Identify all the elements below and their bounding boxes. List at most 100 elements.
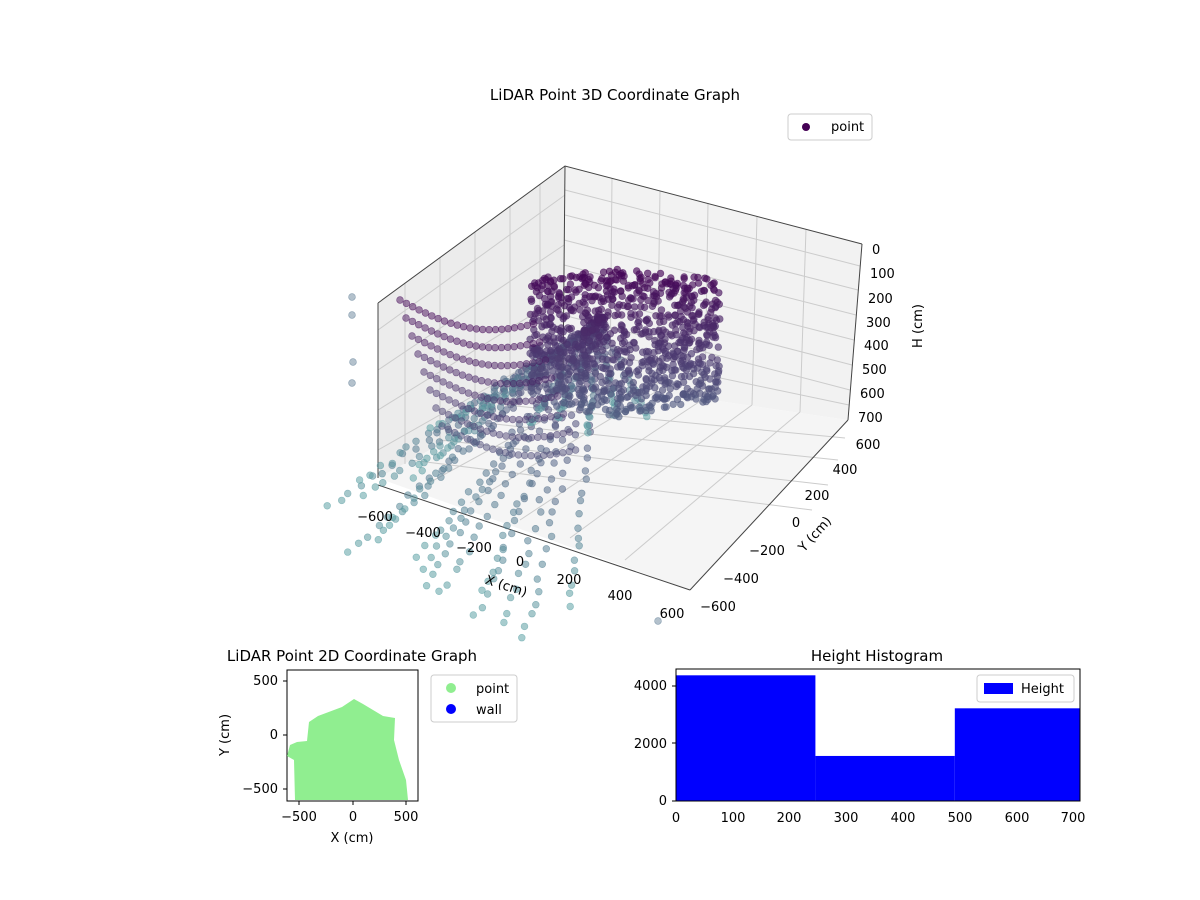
z-ticks-3d: 0 100 200 300 400 500 600 700 H (cm)	[858, 243, 926, 426]
y-axis-label-3d: Y (cm)	[795, 514, 835, 556]
z-tick: 300	[866, 316, 891, 331]
cloud-point	[503, 380, 511, 388]
cloud-point	[493, 554, 502, 562]
cloud-point	[434, 560, 442, 569]
cloud-point	[572, 273, 580, 282]
cloud-point	[641, 328, 650, 336]
cloud-point	[426, 371, 435, 380]
cloud-point	[598, 355, 607, 363]
cloud-point	[551, 341, 560, 349]
cloud-point	[485, 326, 493, 334]
cloud-point	[659, 394, 667, 402]
cloud-point	[649, 292, 657, 300]
cloud-point	[551, 422, 560, 431]
cloud-point	[464, 389, 473, 397]
cloud-point	[445, 434, 453, 442]
cloud-point	[711, 303, 719, 312]
cloud-point	[668, 289, 676, 298]
cloud-point	[535, 338, 544, 346]
cloud-point	[566, 602, 574, 611]
cloud-point	[475, 522, 483, 530]
cloud-point	[447, 319, 455, 327]
cloud-point	[591, 369, 600, 377]
cloud-point	[476, 425, 485, 433]
cloud-point	[378, 470, 386, 478]
cloud-point	[496, 414, 504, 422]
cloud-point	[515, 397, 524, 406]
cloud-point	[584, 346, 593, 354]
cloud-point	[680, 372, 689, 380]
cloud-point	[715, 289, 723, 297]
cloud-point	[418, 467, 426, 475]
cloud-point	[421, 541, 429, 550]
cloud-point	[544, 287, 552, 296]
cloud-point	[559, 275, 567, 283]
cloud-point	[444, 425, 453, 434]
cloud-point	[696, 389, 704, 397]
cloud-point	[562, 285, 571, 294]
cloud-point	[464, 404, 472, 413]
cloud-point	[701, 274, 709, 282]
cloud-point	[608, 301, 616, 309]
cloud-point	[465, 547, 474, 556]
cloud-point	[623, 393, 631, 401]
legend-marker-wall	[446, 704, 456, 714]
cloud-point	[355, 476, 364, 484]
cloud-point	[456, 528, 464, 537]
cloud-point	[608, 339, 616, 347]
cloud-point	[506, 593, 515, 602]
cloud-point	[432, 469, 440, 477]
cloud-point	[527, 452, 535, 460]
cloud-point	[559, 336, 567, 344]
cloud-point	[535, 377, 543, 385]
cloud-point	[421, 491, 429, 500]
cloud-point	[457, 417, 466, 425]
cloud-point	[553, 431, 561, 439]
cloud-point	[602, 323, 610, 331]
cloud-point	[436, 451, 444, 460]
cloud-point	[581, 467, 590, 475]
cloud-point	[459, 323, 468, 331]
cloud-point	[535, 427, 544, 435]
cloud-point	[694, 279, 703, 287]
cloud-point	[348, 379, 356, 387]
cloud-point	[574, 342, 582, 350]
cloud-point	[693, 345, 701, 354]
cloud-point	[478, 343, 487, 351]
cloud-point	[434, 314, 442, 323]
cloud-point	[477, 377, 486, 385]
cloud-point	[529, 320, 538, 328]
cloud-point	[600, 388, 608, 396]
cloud-point	[683, 384, 691, 393]
cloud-point	[428, 312, 436, 320]
cloud-point	[408, 317, 417, 326]
cloud-point	[550, 276, 558, 284]
cloud-point	[433, 345, 442, 353]
legend-2d: point wall	[430, 674, 518, 723]
cloud-point	[451, 399, 460, 407]
cloud-point	[657, 377, 665, 385]
cloud-point	[359, 491, 367, 500]
cloud-point	[518, 633, 526, 642]
y-tick: 4000	[634, 679, 667, 694]
cloud-point	[542, 545, 550, 553]
cloud-point	[537, 508, 545, 516]
cloud-point	[541, 356, 550, 364]
cloud-point	[551, 497, 559, 506]
cloud-point	[541, 375, 549, 384]
cloud-point	[546, 432, 555, 440]
cloud-point	[538, 560, 546, 568]
cloud-point	[553, 392, 562, 400]
cloud-point	[492, 468, 500, 476]
cloud-point	[628, 282, 636, 290]
cloud-point	[584, 429, 592, 437]
cloud-point	[612, 405, 621, 413]
cloud-point	[484, 378, 492, 386]
cloud-point	[586, 278, 594, 286]
cloud-point	[470, 533, 478, 541]
cloud-point	[683, 286, 692, 294]
cloud-point	[401, 505, 409, 513]
cloud-point	[527, 433, 536, 442]
cloud-point	[665, 352, 673, 360]
cloud-point	[508, 386, 517, 394]
